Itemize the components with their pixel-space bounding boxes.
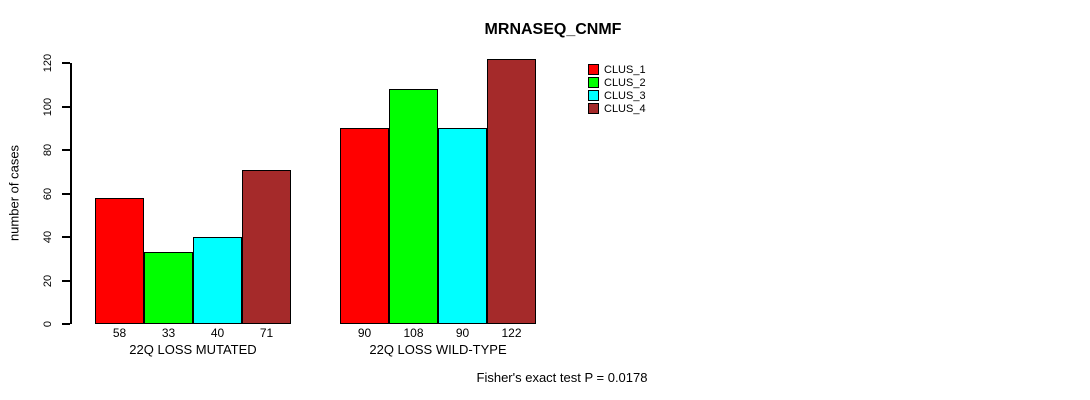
y-axis-tick — [62, 323, 70, 325]
bar-clus_4-2 — [487, 58, 536, 324]
legend-swatch-icon — [588, 64, 599, 75]
bar-value-label: 40 — [210, 326, 225, 340]
y-axis-label: number of cases — [6, 144, 22, 242]
legend-label: CLUS_4 — [604, 102, 646, 115]
y-tick-label: 20 — [42, 274, 54, 287]
bar-clus_3-2 — [438, 128, 487, 324]
legend: CLUS_1 CLUS_2 CLUS_3 CLUS_4 — [588, 63, 646, 115]
y-axis-tick — [62, 279, 70, 282]
y-axis-tick — [62, 105, 70, 108]
legend-swatch-icon — [588, 77, 599, 88]
legend-item: CLUS_1 — [588, 63, 646, 76]
y-axis-tick — [62, 62, 70, 64]
y-tick-label: 60 — [42, 187, 54, 200]
legend-label: CLUS_3 — [604, 89, 646, 102]
bar-clus_3-1 — [193, 237, 242, 324]
bar-value-label: 58 — [112, 326, 127, 340]
y-axis-tick — [62, 149, 70, 151]
bar-clus_1-2 — [340, 128, 389, 324]
bar-value-label: 71 — [259, 326, 274, 340]
legend-item: CLUS_3 — [588, 89, 646, 102]
legend-item: CLUS_2 — [588, 76, 646, 89]
chart-title: MRNASEQ_CNMF — [484, 21, 622, 38]
y-axis-tick — [62, 192, 70, 195]
y-tick-label: 80 — [42, 143, 54, 157]
bar-value-label: 108 — [403, 326, 424, 340]
bar-value-label: 90 — [357, 326, 372, 340]
y-tick-label: 100 — [42, 97, 54, 116]
caption: Fisher's exact test P = 0.0178 — [476, 370, 648, 385]
bar-value-label: 90 — [455, 326, 470, 340]
bar-clus_2-2 — [389, 89, 438, 324]
y-tick-label: 40 — [42, 230, 54, 244]
y-axis-tick — [62, 236, 70, 238]
legend-swatch-icon — [588, 103, 599, 114]
bar-clus_1-1 — [95, 197, 144, 324]
y-tick-label: 0 — [42, 320, 54, 328]
bar-clus_4-1 — [242, 169, 291, 324]
group-label: 22Q LOSS MUTATED — [129, 342, 257, 357]
y-tick-label: 120 — [42, 53, 54, 73]
y-axis-line — [70, 63, 72, 324]
legend-label: CLUS_1 — [604, 63, 646, 76]
bar-value-label: 122 — [501, 326, 522, 340]
legend-swatch-icon — [588, 90, 599, 101]
group-label: 22Q LOSS WILD-TYPE — [369, 342, 507, 357]
legend-label: CLUS_2 — [604, 76, 646, 89]
bar-clus_2-1 — [144, 252, 193, 324]
bar-value-label: 33 — [161, 326, 176, 340]
legend-item: CLUS_4 — [588, 102, 646, 115]
